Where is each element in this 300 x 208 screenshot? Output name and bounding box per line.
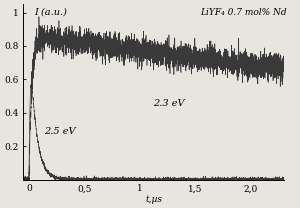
Text: 2.3 eV: 2.3 eV (154, 99, 185, 108)
Text: I (a.u.): I (a.u.) (34, 8, 67, 17)
Text: LiYF₄ 0.7 mol% Nd: LiYF₄ 0.7 mol% Nd (200, 8, 287, 17)
Text: 2.5 eV: 2.5 eV (44, 127, 76, 136)
X-axis label: t,µs: t,µs (145, 195, 162, 204)
